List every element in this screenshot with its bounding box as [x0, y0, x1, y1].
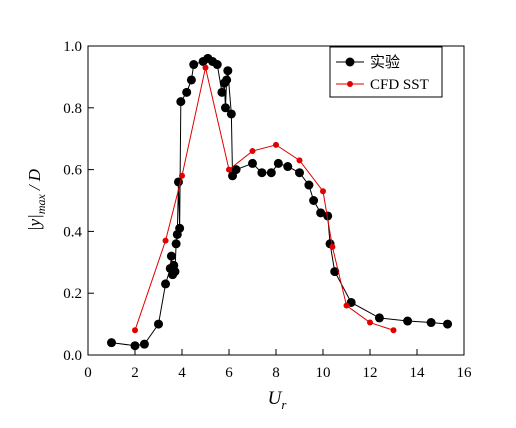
data-point: [309, 196, 319, 205]
x-tick-label: 10: [316, 365, 331, 381]
data-point: [426, 318, 436, 328]
data-point: [179, 172, 185, 179]
series-line: [134, 67, 394, 331]
x-tick-label: 8: [272, 365, 280, 381]
data-point: [170, 267, 180, 277]
data-point: [189, 60, 199, 70]
y-axis-label: |y|max / D: [25, 168, 48, 231]
y-tick-label: 0.0: [63, 348, 82, 364]
legend-marker: [345, 57, 355, 67]
data-point: [249, 148, 256, 155]
data-point: [223, 66, 233, 76]
data-point: [316, 208, 326, 218]
data-point: [273, 158, 283, 168]
y-tick-label: 0.4: [63, 224, 82, 240]
data-point: [202, 64, 209, 71]
legend-box: [329, 46, 443, 98]
x-tick-label: 2: [131, 365, 139, 381]
data-point: [154, 319, 163, 329]
data-point: [248, 158, 257, 168]
data-point: [343, 302, 350, 309]
data-point: [220, 103, 230, 113]
data-point: [217, 87, 227, 97]
data-point: [162, 237, 169, 244]
data-point: [186, 75, 196, 85]
data-point: [320, 188, 326, 195]
x-tick-label: 12: [363, 365, 378, 381]
data-point: [132, 327, 138, 334]
legend-label: CFD SST: [370, 77, 429, 93]
y-tick-label: 1.0: [63, 39, 82, 55]
x-axis-label: Ur: [268, 388, 288, 412]
x-tick-label: 6: [225, 365, 233, 381]
data-point: [330, 267, 340, 277]
data-point: [175, 223, 185, 233]
data-point: [182, 87, 192, 97]
data-point: [166, 251, 176, 261]
data-point: [374, 313, 384, 323]
data-point: [304, 180, 314, 190]
data-point: [295, 168, 304, 178]
y-label-main: |y|: [25, 214, 44, 231]
data-point: [329, 243, 336, 250]
data-point: [257, 168, 267, 178]
data-point: [323, 211, 333, 221]
x-label-sub: r: [281, 397, 287, 412]
legend-label: 实验: [370, 54, 400, 71]
data-point: [296, 157, 303, 164]
y-tick-label: 0.6: [63, 163, 82, 179]
data-point: [266, 168, 276, 178]
y-label-tail: / D: [25, 168, 44, 191]
data-point: [367, 319, 373, 326]
data-point: [107, 338, 116, 348]
data-point: [273, 141, 279, 148]
data-point: [283, 162, 293, 172]
data-point: [226, 166, 232, 173]
data-point: [226, 109, 236, 119]
data-point: [171, 239, 181, 249]
data-point: [231, 165, 241, 175]
data-point: [212, 60, 222, 70]
x-tick-label: 16: [457, 365, 473, 381]
data-point: [139, 339, 149, 349]
data-point: [403, 316, 413, 326]
data-point: [390, 327, 397, 334]
series-line: [111, 57, 448, 347]
data-point: [176, 97, 186, 107]
y-label-sub: max: [34, 194, 48, 215]
x-tick-label: 14: [410, 365, 426, 381]
x-tick-label: 0: [84, 365, 92, 381]
data-point: [130, 341, 140, 351]
y-tick-label: 0.2: [63, 286, 82, 302]
data-point: [443, 319, 453, 329]
legend-marker: [347, 81, 353, 87]
x-tick-label: 4: [178, 365, 186, 381]
y-tick-label: 0.8: [63, 101, 82, 117]
x-label-main: U: [268, 388, 283, 409]
data-point: [161, 279, 171, 289]
data-point: [222, 75, 232, 85]
